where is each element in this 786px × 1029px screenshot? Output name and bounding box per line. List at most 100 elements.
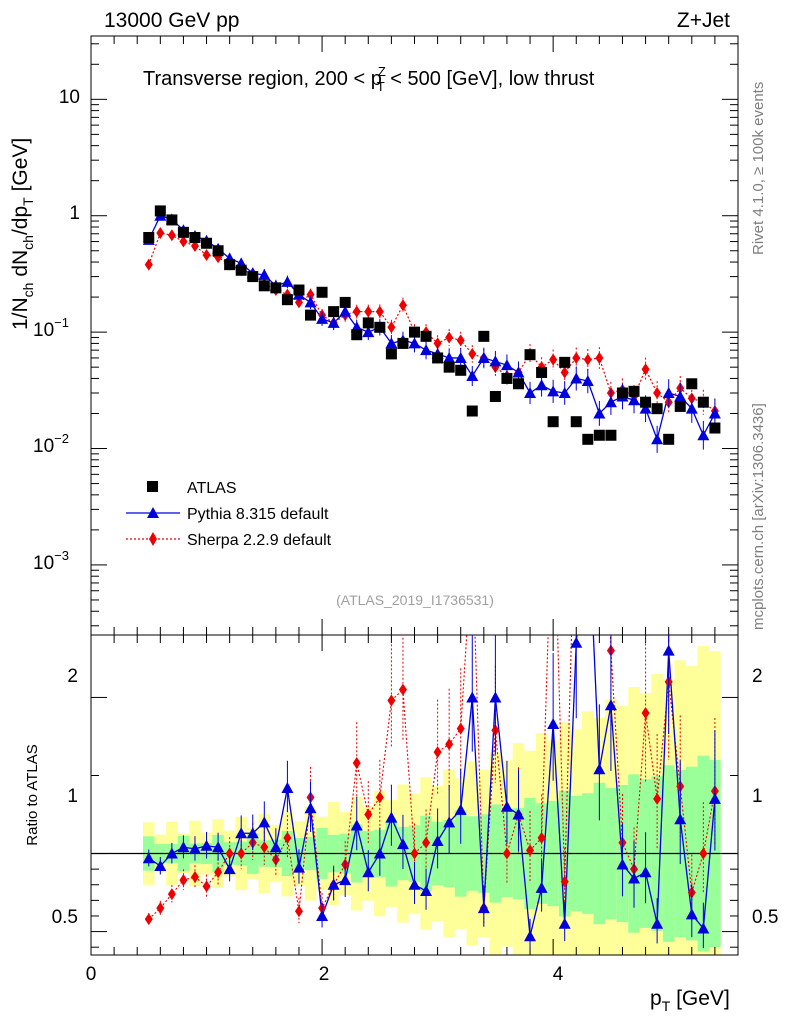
atlas-point <box>697 396 709 408</box>
ratio-uncertainty-bands <box>142 646 721 955</box>
atlas-point <box>362 317 374 329</box>
legend-pythia-marker <box>147 507 159 518</box>
ratio-data-layer <box>142 543 721 951</box>
sherpa-ratio-point <box>422 836 431 849</box>
pythia-ratio-point <box>177 841 190 853</box>
sherpa-ratio-point <box>283 831 292 844</box>
atlas-point <box>709 422 721 434</box>
ytick-1e-3: 10−3 <box>33 548 69 574</box>
atlas-point <box>212 245 224 257</box>
atlas-point <box>443 361 455 373</box>
sherpa-point <box>306 288 315 301</box>
atlas-point <box>258 280 270 292</box>
pythia-point <box>454 351 467 363</box>
analysis-label: (ATLAS_2019_I1736531) <box>336 592 494 608</box>
sherpa-ratio-point <box>237 847 246 860</box>
pythia-ratio-point <box>408 878 421 890</box>
pythia-ratio-point <box>489 691 502 703</box>
legend-sherpa: Sherpa 2.2.9 default <box>187 532 332 549</box>
pythia-point <box>258 268 271 280</box>
pythia-ratio-point <box>708 792 721 804</box>
sherpa-ratio-point <box>468 543 476 555</box>
sherpa-ratio-point <box>294 905 303 918</box>
sherpa-ratio-point <box>352 757 361 769</box>
sherpa-ratio-point <box>214 866 223 879</box>
pythia-point <box>512 366 525 378</box>
legend: ATLAS Pythia 8.315 default Sherpa 2.2.9 … <box>126 480 332 549</box>
pythia-point <box>500 359 513 371</box>
pythia-ratio-point <box>316 909 329 921</box>
pythia-ratio-point <box>443 816 456 828</box>
pythia-ratio-point <box>477 902 490 914</box>
atlas-point <box>640 396 652 408</box>
pythia-ratio-point <box>165 847 178 859</box>
atlas-point <box>582 433 594 445</box>
sherpa-point <box>364 305 373 318</box>
main-data-layer <box>142 205 721 453</box>
atlas-point <box>512 378 524 390</box>
sherpa-point <box>560 366 569 379</box>
pythia-point <box>316 312 329 324</box>
pythia-ratio-point <box>535 881 548 893</box>
sherpa-point <box>398 299 407 312</box>
pythia-point <box>570 372 583 384</box>
atlas-point <box>651 403 663 415</box>
pythia-ratio-point <box>246 827 259 839</box>
axis-ticks <box>90 36 738 955</box>
atlas-point <box>501 372 513 384</box>
pythia-ratio-point <box>350 819 363 831</box>
sherpa-ratio-point <box>699 847 708 860</box>
atlas-point <box>432 352 444 364</box>
sherpa-point <box>549 353 558 366</box>
sherpa-ratio-point <box>410 847 419 860</box>
atlas-point <box>281 294 293 306</box>
pythia-ratio-point <box>593 763 606 775</box>
pythia-point <box>558 386 571 398</box>
ytick-10: 10 <box>59 87 80 108</box>
pythia-ratio-point <box>466 691 479 703</box>
sherpa-ratio-point <box>398 683 407 696</box>
pythia-point <box>420 344 433 356</box>
header-right: Z+Jet <box>677 9 730 32</box>
pythia-point <box>651 433 664 445</box>
pythia-point <box>327 316 340 328</box>
xtick-0: 0 <box>86 964 97 985</box>
atlas-point <box>489 390 501 402</box>
atlas-point <box>420 330 432 342</box>
pythia-ratio-point <box>616 858 629 870</box>
atlas-point <box>339 296 351 308</box>
sherpa-ratio-point <box>202 880 211 893</box>
pythia-ratio-point <box>281 781 294 793</box>
atlas-point <box>235 264 247 276</box>
sherpa-ratio-point <box>167 888 176 901</box>
pythia-point <box>362 326 375 338</box>
sherpa-ratio-point <box>225 847 234 860</box>
x-tick-labels: 0 2 4 <box>86 964 564 985</box>
sherpa-ratio-point <box>537 831 546 844</box>
pythia-point <box>685 402 698 414</box>
sherpa-point <box>572 351 581 364</box>
pythia-point <box>339 305 352 317</box>
pythia-ratio-point <box>604 699 617 711</box>
mcplots-label: mcplots.cern.ch [arXiv:1306.3436] <box>750 403 767 630</box>
ratio-clipped-group <box>142 543 721 951</box>
pythia-ratio-point <box>628 872 641 884</box>
pythia-ratio-point <box>235 827 248 839</box>
pythia-point <box>477 351 490 363</box>
legend-sherpa-marker <box>149 532 157 546</box>
atlas-point <box>686 378 698 390</box>
sherpa-point <box>167 229 176 242</box>
pythia-point <box>604 396 617 408</box>
sherpa-ratio-point <box>560 875 569 888</box>
ytick-1e-2: 10−2 <box>33 431 69 457</box>
main-y-label: 1/Nch dNch/dpT [GeV] <box>9 138 36 330</box>
header-left: 13000 GeV pp <box>104 9 239 32</box>
pythia-point <box>547 385 560 397</box>
pythia-ratio-point <box>304 802 317 814</box>
atlas-point <box>351 329 363 341</box>
ratio-y-label: Ratio to ATLAS <box>24 744 41 845</box>
atlas-point <box>143 232 155 244</box>
sherpa-point <box>641 363 650 376</box>
sherpa-ratio-point <box>364 808 373 821</box>
